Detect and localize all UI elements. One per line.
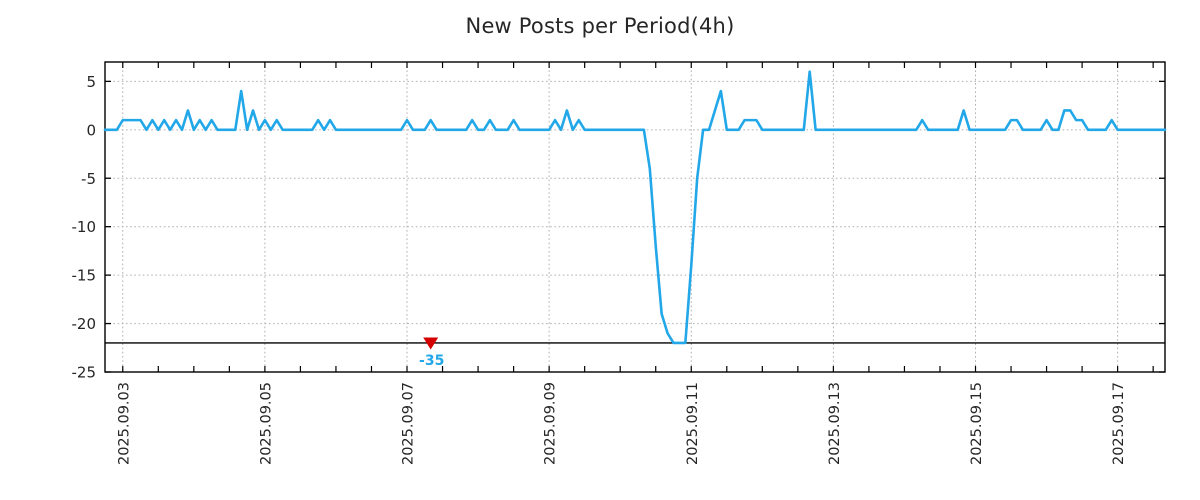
y-tick-label: -20	[72, 315, 97, 333]
page-title: New Posts per Period(4h)	[465, 14, 735, 38]
y-tick-label: 5	[86, 73, 96, 91]
y-tick-label: -5	[81, 170, 96, 188]
y-tick-label: -15	[72, 267, 97, 285]
min-value-marker-icon	[423, 337, 439, 350]
y-tick-label: 0	[86, 121, 96, 139]
plot-frame	[104, 61, 1166, 373]
min-value-annotation: -35	[419, 353, 444, 369]
data-series-line	[103, 70, 1167, 345]
x-tick-label: 2025.09.09	[543, 382, 559, 465]
x-tick-label: 2025.09.15	[969, 382, 985, 465]
x-tick-label: 2025.09.05	[258, 382, 274, 465]
x-axis: 2025.09.03 2025.09.05 2025.09.07 2025.09.09…	[116, 62, 1154, 465]
x-tick-label: 2025.09.07	[401, 382, 417, 465]
y-axis: 5 0 -5 -10 -15 -20 -25	[72, 73, 1165, 382]
x-tick-label: 2025.09.11	[685, 382, 701, 465]
y-tick-label: -10	[72, 218, 97, 236]
x-tick-label: 2025.09.13	[827, 382, 843, 465]
x-tick-label: 2025.09.17	[1111, 382, 1127, 465]
x-tick-label: 2025.09.03	[116, 382, 132, 465]
y-tick-label: -25	[72, 364, 97, 382]
